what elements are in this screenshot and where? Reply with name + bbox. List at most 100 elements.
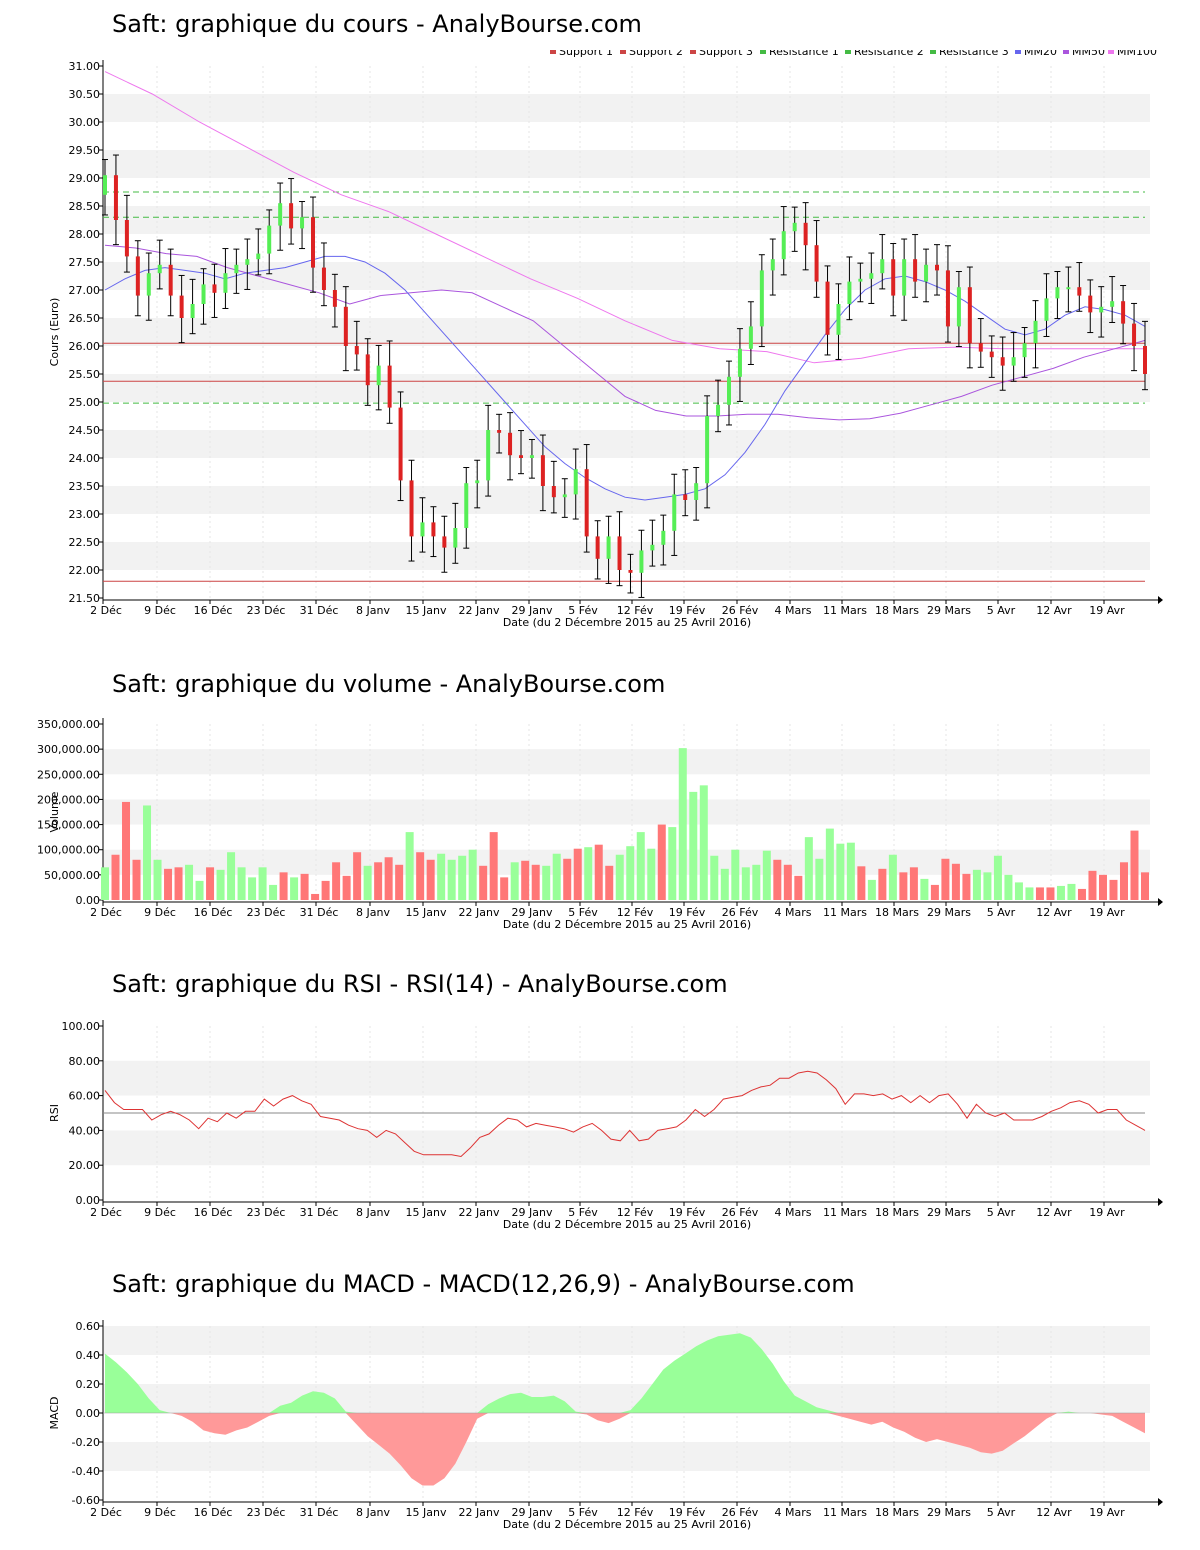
legend-swatch	[550, 50, 556, 54]
candle-up	[486, 430, 491, 481]
price-chart: 21.50 22.00 22.50 23.00 23.50 24.00 24.50 25.00…	[48, 50, 1163, 629]
x-tick-label: 29 Mars	[927, 1206, 971, 1219]
x-tick-label: 23 Déc	[247, 604, 286, 617]
y-tick-label: 0.60	[76, 1320, 101, 1333]
volume-bar-up	[720, 868, 729, 900]
candle-up	[573, 469, 578, 495]
candle-up	[792, 222, 797, 232]
candle-down	[628, 570, 633, 573]
x-tick-label: 8 Janv	[356, 604, 390, 617]
legend-label: Support 2	[629, 50, 683, 58]
volume-bar-down	[111, 854, 120, 900]
volume-bar-up	[731, 849, 740, 900]
x-tick-label: 18 Mars	[875, 1506, 919, 1519]
candle-down	[935, 264, 939, 271]
candle-down	[584, 469, 589, 537]
x-tick-label: 12 Fév	[617, 604, 654, 617]
volume-bar-down	[279, 872, 288, 900]
volume-bar-down	[416, 852, 425, 900]
candle-down	[289, 203, 294, 229]
rsi-chart-title: Saft: graphique du RSI - RSI(14) - Analy…	[112, 970, 728, 998]
volume-bar-down	[1119, 862, 1128, 900]
legend-swatch	[1108, 50, 1114, 54]
volume-bar-up	[269, 884, 278, 900]
volume-bar-up	[836, 843, 845, 900]
grid-band	[103, 374, 1150, 402]
y-tick-label: 26.50	[69, 312, 101, 325]
volume-bar-down	[426, 859, 435, 900]
candle-down	[1077, 287, 1082, 296]
candle-up	[770, 259, 775, 271]
volume-bar-up	[584, 847, 593, 900]
volume-bar-down	[857, 866, 866, 900]
rsi-line	[104, 1070, 1146, 1158]
volume-bar-up	[510, 862, 519, 900]
volume-bar-up	[552, 853, 561, 900]
x-tick-label: 16 Déc	[194, 1506, 233, 1519]
volume-bar-down	[174, 867, 183, 900]
x-tick-label: 19 Avr	[1089, 906, 1125, 919]
candle-up	[562, 494, 567, 498]
x-tick-label: 29 Janv	[512, 906, 553, 919]
volume-bar-down	[521, 860, 530, 900]
y-tick-label: 29.50	[69, 144, 101, 157]
legend-label: MM20	[1024, 50, 1057, 58]
y-tick-label: 24.00	[69, 452, 101, 465]
x-tick-label: 23 Déc	[247, 1506, 286, 1519]
x-tick-label: 15 Janv	[406, 1206, 447, 1219]
volume-chart: 0.00 50,000.00 100,000.00 150,000.00 200,000…	[37, 718, 1163, 931]
volume-bar-down	[311, 893, 320, 900]
x-tick-label: 11 Mars	[823, 1206, 867, 1219]
volume-bar-up	[1014, 882, 1023, 900]
x-tick-label: 16 Déc	[194, 906, 233, 919]
candle-up	[880, 259, 885, 274]
volume-bar-down	[951, 863, 960, 900]
x-tick-label: 26 Fév	[722, 1206, 759, 1219]
volume-bar-down	[878, 868, 887, 900]
rsi-chart: 0.00 20.00 40.00 60.00 80.00 100.00 2 Déc 9 Déc…	[48, 1020, 1163, 1231]
candle-up	[475, 480, 480, 484]
x-tick-label: 12 Avr	[1036, 1206, 1072, 1219]
candle-down	[332, 290, 337, 307]
candle-up	[759, 270, 764, 327]
y-tick-label: 30.50	[69, 88, 101, 101]
candle-down	[321, 267, 326, 290]
x-tick-label: 19 Avr	[1089, 1206, 1125, 1219]
candle-up	[902, 259, 907, 296]
volume-bar-up	[920, 878, 929, 900]
y-tick-label: 100.00	[62, 1020, 101, 1033]
y-tick-label: -0.60	[72, 1494, 100, 1507]
y-tick-label: 28.00	[69, 228, 101, 241]
volume-bar-up	[458, 855, 467, 900]
volume-bar-down	[657, 824, 666, 900]
volume-chart-title: Saft: graphique du volume - AnalyBourse.…	[112, 670, 666, 698]
candle-up	[529, 455, 534, 458]
volume-bar-up	[290, 877, 299, 900]
volume-bar-down	[374, 862, 383, 900]
y-tick-label: 100,000.00	[37, 844, 100, 857]
volume-bar-down	[353, 852, 362, 900]
candle-down	[989, 351, 994, 358]
volume-bar-up	[1025, 887, 1034, 900]
candle-down	[212, 284, 217, 293]
candle-down	[1143, 346, 1147, 374]
x-tick-label: 5 Fév	[568, 1206, 598, 1219]
x-tick-label: 5 Fév	[568, 1506, 598, 1519]
volume-bar-up	[227, 852, 236, 900]
volume-bar-down	[605, 865, 614, 900]
candle-up	[869, 273, 874, 279]
y-tick-label: -0.40	[72, 1465, 100, 1478]
volume-bar-up	[815, 858, 824, 900]
grid-band	[103, 1384, 1150, 1413]
ma50-line	[104, 244, 1146, 421]
candle-down	[825, 281, 830, 335]
candle-down	[365, 354, 370, 386]
candle-up	[223, 273, 228, 293]
volume-bar-down	[1141, 872, 1149, 900]
volume-bar-down	[122, 801, 131, 900]
x-tick-label: 22 Janv	[459, 906, 500, 919]
candle-up	[956, 287, 961, 327]
x-tick-label: 5 Avr	[987, 604, 1016, 617]
y-tick-label: 40.00	[69, 1124, 101, 1137]
volume-bar-up	[185, 864, 194, 900]
